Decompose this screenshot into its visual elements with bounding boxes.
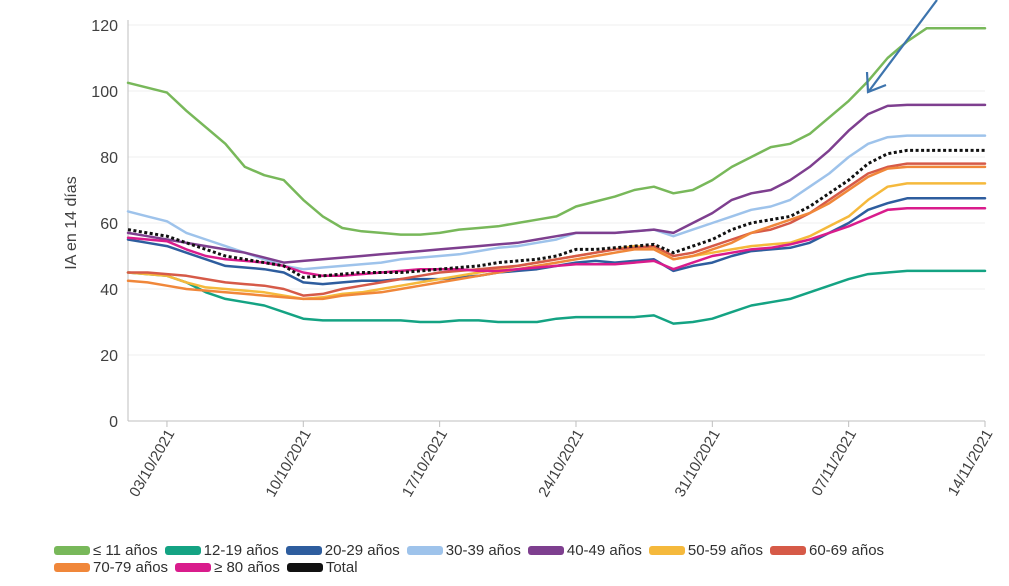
legend-item: 20-29 años xyxy=(285,542,400,559)
legend-item: 50-59 años xyxy=(648,542,763,559)
y-tick-label: 20 xyxy=(100,348,118,365)
legend-item: 12-19 años xyxy=(164,542,279,559)
y-tick-labels: 0 20 40 60 80 100 120 xyxy=(91,18,118,431)
legend-swatch xyxy=(769,546,806,555)
data-series xyxy=(126,27,987,325)
x-tick-label: 17/10/2021 xyxy=(399,427,451,501)
x-tick-label: 24/10/2021 xyxy=(535,427,587,501)
series-line-0 xyxy=(126,27,987,236)
x-tick-labels: 03/10/2021 10/10/2021 17/10/2021 24/10/2021… xyxy=(126,421,996,500)
legend-swatch xyxy=(527,546,564,555)
legend-item: ≤ 11 años xyxy=(54,542,158,559)
legend-swatch xyxy=(286,563,323,572)
y-tick-label: 80 xyxy=(100,150,118,167)
legend-item: 70-79 años xyxy=(54,559,168,576)
legend-item: ≥ 80 años xyxy=(175,559,280,576)
legend: ≤ 11 años 12-19 años 20-29 años 30-39 años 4… xyxy=(54,542,1004,576)
legend-label: 40-49 años xyxy=(566,542,642,559)
y-gridlines xyxy=(128,24,985,356)
legend-item: 30-39 años xyxy=(406,542,521,559)
series-line-8 xyxy=(126,206,987,278)
y-tick-label: 0 xyxy=(109,414,118,431)
axes xyxy=(127,20,985,422)
legend-label: 70-79 años xyxy=(93,559,169,576)
series-line-7 xyxy=(126,165,987,301)
x-tick-label: 10/10/2021 xyxy=(262,427,314,501)
legend-label: 50-59 años xyxy=(687,542,763,559)
legend-swatch xyxy=(648,546,685,555)
legend-label: 30-39 años xyxy=(445,542,521,559)
series-line-4 xyxy=(126,103,987,264)
x-tick-label: 31/10/2021 xyxy=(672,427,724,501)
series-line-6 xyxy=(126,162,987,297)
legend-label: 20-29 años xyxy=(324,542,400,559)
legend-label: ≥ 80 años xyxy=(214,559,280,576)
series-line-3 xyxy=(126,134,987,271)
legend-swatch xyxy=(54,563,90,572)
legend-item: 40-49 años xyxy=(527,542,642,559)
legend-label: Total xyxy=(325,559,358,576)
series-line-5 xyxy=(126,182,987,301)
legend-item: 60-69 años xyxy=(769,542,885,559)
annotation-arrow xyxy=(865,0,938,94)
arrow-shaft xyxy=(868,0,938,92)
legend-swatch xyxy=(164,546,201,555)
legend-item: Total xyxy=(286,559,358,576)
legend-swatch xyxy=(406,546,443,555)
legend-label: 60-69 años xyxy=(808,542,885,559)
arrow-head xyxy=(865,71,887,94)
legend-label: ≤ 11 años xyxy=(93,542,158,559)
y-axis-label: IA en 14 días xyxy=(63,176,80,269)
series-line-1 xyxy=(126,269,987,325)
legend-swatch xyxy=(54,546,90,555)
y-tick-label: 100 xyxy=(91,84,118,101)
legend-swatch xyxy=(285,546,322,555)
y-tick-label: 60 xyxy=(100,216,118,233)
x-tick-label: 03/10/2021 xyxy=(126,427,178,501)
y-tick-label: 120 xyxy=(91,18,118,35)
legend-swatch xyxy=(175,563,212,572)
legend-label: 12-19 años xyxy=(203,542,279,559)
x-tick-label: 14/11/2021 xyxy=(945,427,997,500)
y-tick-label: 40 xyxy=(100,282,118,299)
x-tick-label: 07/11/2021 xyxy=(808,427,860,500)
